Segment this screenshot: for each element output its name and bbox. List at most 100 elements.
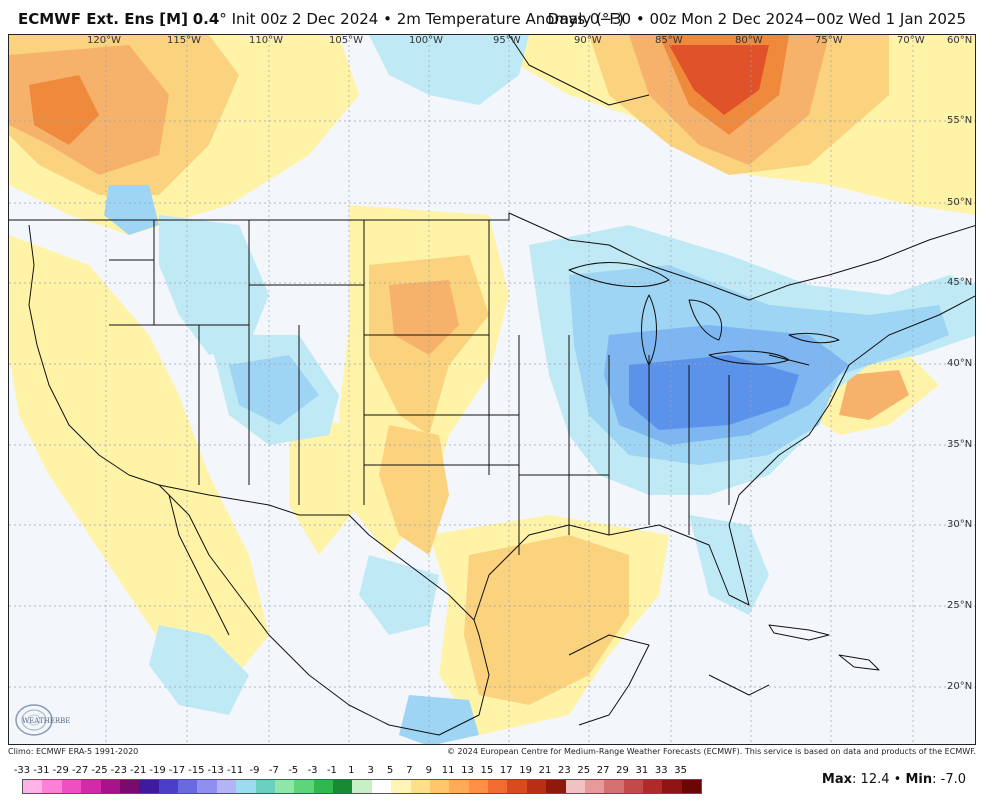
cool-anomaly-layer: [104, 35, 975, 744]
copyright-note: © 2024 European Centre for Medium-Range …: [447, 747, 976, 756]
scale-swatch: [216, 780, 237, 793]
map-title: ECMWF Ext. Ens [M] 0.4° Init 00z 2 Dec 2…: [18, 10, 624, 28]
scale-tick-label: 13: [461, 765, 474, 776]
lon-label: 80°W: [735, 35, 763, 46]
warm-strong-layer: [9, 35, 829, 355]
scale-tick-label: -25: [91, 765, 108, 776]
anomaly-map: 120°W 115°W 110°W 105°W 100°W 95°W 90°W …: [8, 34, 976, 745]
scale-tick-label: -27: [71, 765, 89, 776]
graticule: [9, 35, 975, 744]
scale-tick-label: 19: [519, 765, 533, 776]
scale-swatch: [197, 780, 217, 793]
scale-tick-label: 23: [558, 765, 571, 776]
scale-tick-label: 3: [367, 765, 374, 776]
scale-tick-label: -1: [326, 765, 337, 776]
scale-swatch: [313, 780, 333, 793]
scale-tick-label: 29: [616, 765, 629, 776]
lon-label: 100°W: [409, 35, 443, 46]
scale-tick-label: -33: [13, 765, 31, 776]
lat-label: 45°N: [947, 277, 973, 288]
scale-swatch: [81, 780, 101, 793]
scale-tick-label: -3: [307, 765, 318, 776]
scale-swatch: [119, 780, 140, 793]
scale-swatch: [507, 780, 527, 793]
lon-label: 85°W: [655, 35, 683, 46]
lat-label: 20°N: [947, 681, 973, 692]
scale-tick-label: -21: [130, 765, 147, 776]
scale-tick-label: -11: [226, 765, 244, 776]
scale-swatch: [61, 780, 82, 793]
scale-swatch: [526, 780, 547, 793]
lat-label: 40°N: [947, 358, 973, 369]
lon-label: 115°W: [167, 35, 201, 46]
lon-label: 105°W: [329, 35, 363, 46]
scale-tick-label: 15: [480, 765, 494, 776]
lat-label: 25°N: [947, 600, 973, 611]
scale-tick-label: 33: [654, 765, 668, 776]
scale-tick-label: -7: [268, 765, 279, 776]
lon-label: 70°W: [897, 35, 925, 46]
stats-separator: •: [893, 772, 902, 787]
scale-tick-label: -17: [168, 765, 186, 776]
color-scale-labels: -33 -31 -29 -27 -25 -23 -21 -19 -17 -15 -13 -11 -9 -7…: [14, 765, 704, 777]
scale-swatch: [643, 780, 663, 793]
lon-label: 60°N: [947, 35, 973, 46]
variable-name: 2m Temperature Anomaly (°F): [396, 10, 624, 28]
scale-tick-label: -29: [52, 765, 69, 776]
scale-tick-label: 1: [348, 765, 355, 776]
max-value: 12.4: [860, 772, 890, 787]
weatherbell-logo: WEATHERBELL: [12, 698, 80, 740]
scale-swatch: [371, 780, 392, 793]
scale-tick-label: -19: [149, 765, 166, 776]
scale-swatch: [662, 780, 682, 793]
max-min-stats: Max: 12.4 • Min: -7.0: [821, 772, 966, 787]
color-scale-bar: [22, 779, 702, 794]
lon-label: 95°W: [493, 35, 521, 46]
scale-tick-label: -15: [188, 765, 205, 776]
scale-tick-label: -13: [207, 765, 224, 776]
scale-tick-label: 35: [674, 765, 687, 776]
scale-swatch: [488, 780, 508, 793]
logo-swirl-icon: WEATHERBELL: [15, 704, 80, 736]
scale-tick-label: -31: [33, 765, 50, 776]
scale-tick-label: 25: [577, 765, 591, 776]
scale-swatch: [410, 780, 430, 793]
lon-label: 110°W: [249, 35, 283, 46]
scale-swatch: [333, 780, 353, 793]
degree-symbol: °: [219, 10, 227, 28]
model-name: ECMWF Ext. Ens [M]: [18, 10, 188, 28]
scale-swatch: [449, 780, 469, 793]
scale-swatch: [429, 780, 450, 793]
title-bar: ECMWF Ext. Ens [M] 0.4° Init 00z 2 Dec 2…: [0, 0, 984, 34]
scale-tick-label: 5: [386, 765, 394, 776]
lat-label: 55°N: [947, 115, 973, 126]
scale-swatch: [604, 780, 624, 793]
scale-swatch: [274, 780, 295, 793]
scale-swatch: [42, 780, 62, 793]
scale-swatch: [565, 780, 585, 793]
scale-swatch: [100, 780, 120, 793]
scale-swatch: [391, 780, 411, 793]
init-time: Init 00z 2 Dec 2024: [231, 10, 379, 28]
scale-swatch: [352, 780, 372, 793]
scale-swatch: [546, 780, 566, 793]
scale-swatch: [468, 780, 488, 793]
max-label: Max: [821, 772, 853, 787]
svg-text:WEATHERBELL: WEATHERBELL: [22, 717, 70, 725]
boundaries: [9, 35, 975, 736]
scale-tick-label: 17: [499, 765, 513, 776]
scale-tick-label: 9: [425, 765, 432, 776]
climo-note: Climo: ECMWF ERA-5 1991-2020: [8, 747, 139, 756]
lon-label: 75°W: [815, 35, 843, 46]
lat-label: 35°N: [947, 439, 973, 450]
scale-swatch: [255, 780, 275, 793]
scale-tick-label: 7: [406, 765, 413, 776]
scale-tick-label: -9: [249, 765, 260, 776]
scale-swatch: [23, 780, 43, 793]
scale-swatch: [158, 780, 178, 793]
scale-tick-label: -5: [288, 765, 299, 776]
scale-swatch: [139, 780, 159, 793]
lat-label: 30°N: [947, 519, 973, 530]
scale-swatch: [236, 780, 256, 793]
scale-tick-label: 27: [596, 765, 610, 776]
